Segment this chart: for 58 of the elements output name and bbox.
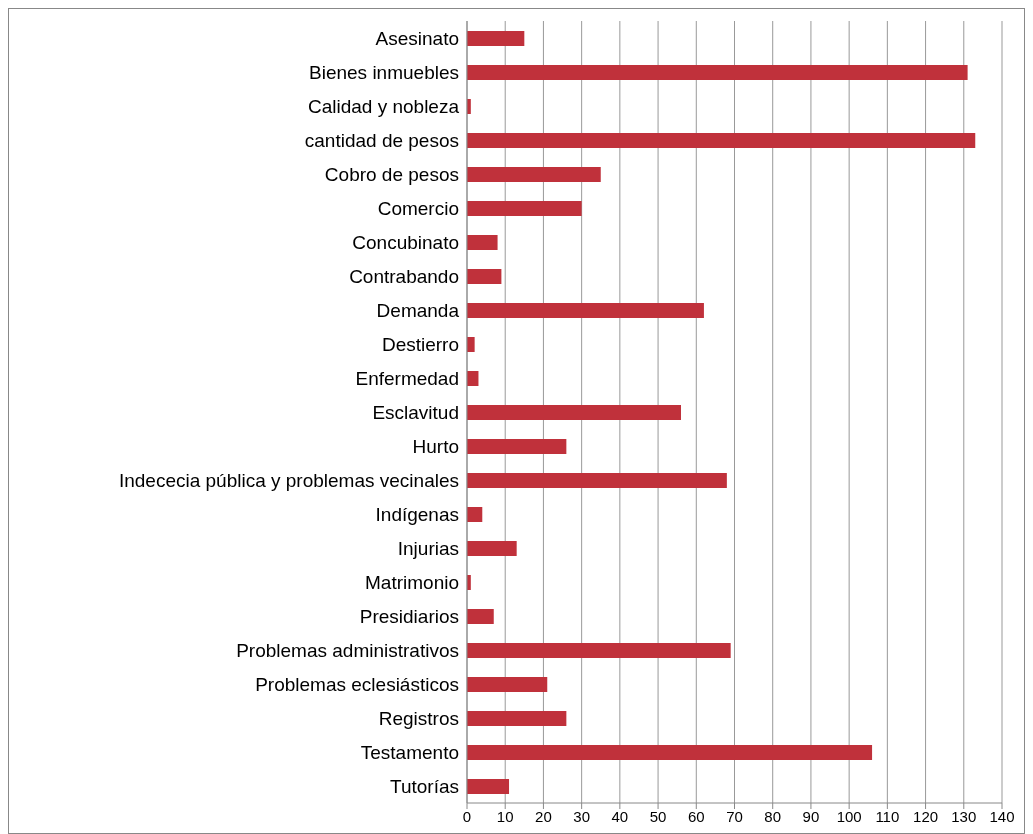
bar: [467, 303, 704, 318]
bar: [467, 779, 510, 794]
x-tick-label: 80: [764, 807, 782, 825]
x-tick-label: 110: [875, 807, 900, 825]
y-tick-label: Matrimonio: [365, 571, 459, 593]
y-tick-label: Cobro de pesos: [324, 163, 459, 185]
x-tick-label: 10: [496, 807, 514, 825]
y-tick-label: Hurto: [412, 435, 459, 457]
y-tick-label: Asesinato: [375, 27, 459, 49]
y-tick-label: Problemas eclesiásticos: [255, 673, 459, 695]
bar: [467, 167, 601, 182]
bar: [467, 711, 567, 726]
bar: [467, 337, 475, 352]
bar: [467, 269, 502, 284]
bar: [467, 745, 873, 760]
y-tick-label: Demanda: [376, 299, 460, 321]
y-tick-label: Indececia pública y problemas vecinales: [118, 469, 459, 491]
y-tick-label: Indígenas: [375, 503, 459, 525]
bar: [467, 133, 976, 148]
x-tick-label: 0: [462, 807, 472, 825]
x-tick-label: 90: [802, 807, 820, 825]
y-tick-label: cantidad de pesos: [304, 129, 459, 151]
x-tick-label: 100: [836, 807, 862, 825]
x-tick-label: 120: [913, 807, 939, 825]
y-tick-label: Comercio: [377, 197, 459, 219]
x-tick-label: 30: [573, 807, 590, 825]
bar: [467, 473, 727, 488]
bar: [467, 31, 525, 46]
bar: [467, 405, 681, 420]
bar: [467, 201, 582, 216]
y-tick-label: Problemas administrativos: [236, 639, 459, 661]
y-tick-label: Enfermedad: [355, 367, 459, 389]
bar: [467, 677, 548, 692]
x-tick-label: 60: [687, 807, 705, 825]
y-tick-label: Testamento: [360, 741, 459, 763]
bar: [467, 541, 517, 556]
bar: [467, 643, 731, 658]
y-tick-label: Esclavitud: [372, 401, 459, 423]
y-tick-label: Contrabando: [349, 265, 459, 287]
x-tick-label: 70: [726, 807, 743, 825]
y-tick-label: Destierro: [381, 333, 459, 355]
y-tick-label: Registros: [378, 707, 459, 729]
y-tick-label: Presidiarios: [359, 605, 459, 627]
x-tick-label: 50: [649, 807, 667, 825]
y-tick-label: Bienes inmuebles: [309, 61, 459, 83]
x-tick-label: 130: [951, 807, 977, 825]
bar: [467, 235, 498, 250]
x-tick-label: 140: [989, 807, 1015, 825]
bar: [467, 439, 567, 454]
bar: [467, 609, 494, 624]
y-tick-label: Concubinato: [352, 231, 459, 253]
x-tick-label: 20: [535, 807, 552, 825]
y-tick-label: Calidad y nobleza: [307, 95, 460, 117]
bar: [467, 507, 483, 522]
y-tick-label: Tutorías: [390, 775, 459, 797]
y-tick-label: Injurias: [397, 537, 459, 559]
x-tick-label: 40: [611, 807, 629, 825]
bar: [467, 65, 968, 80]
